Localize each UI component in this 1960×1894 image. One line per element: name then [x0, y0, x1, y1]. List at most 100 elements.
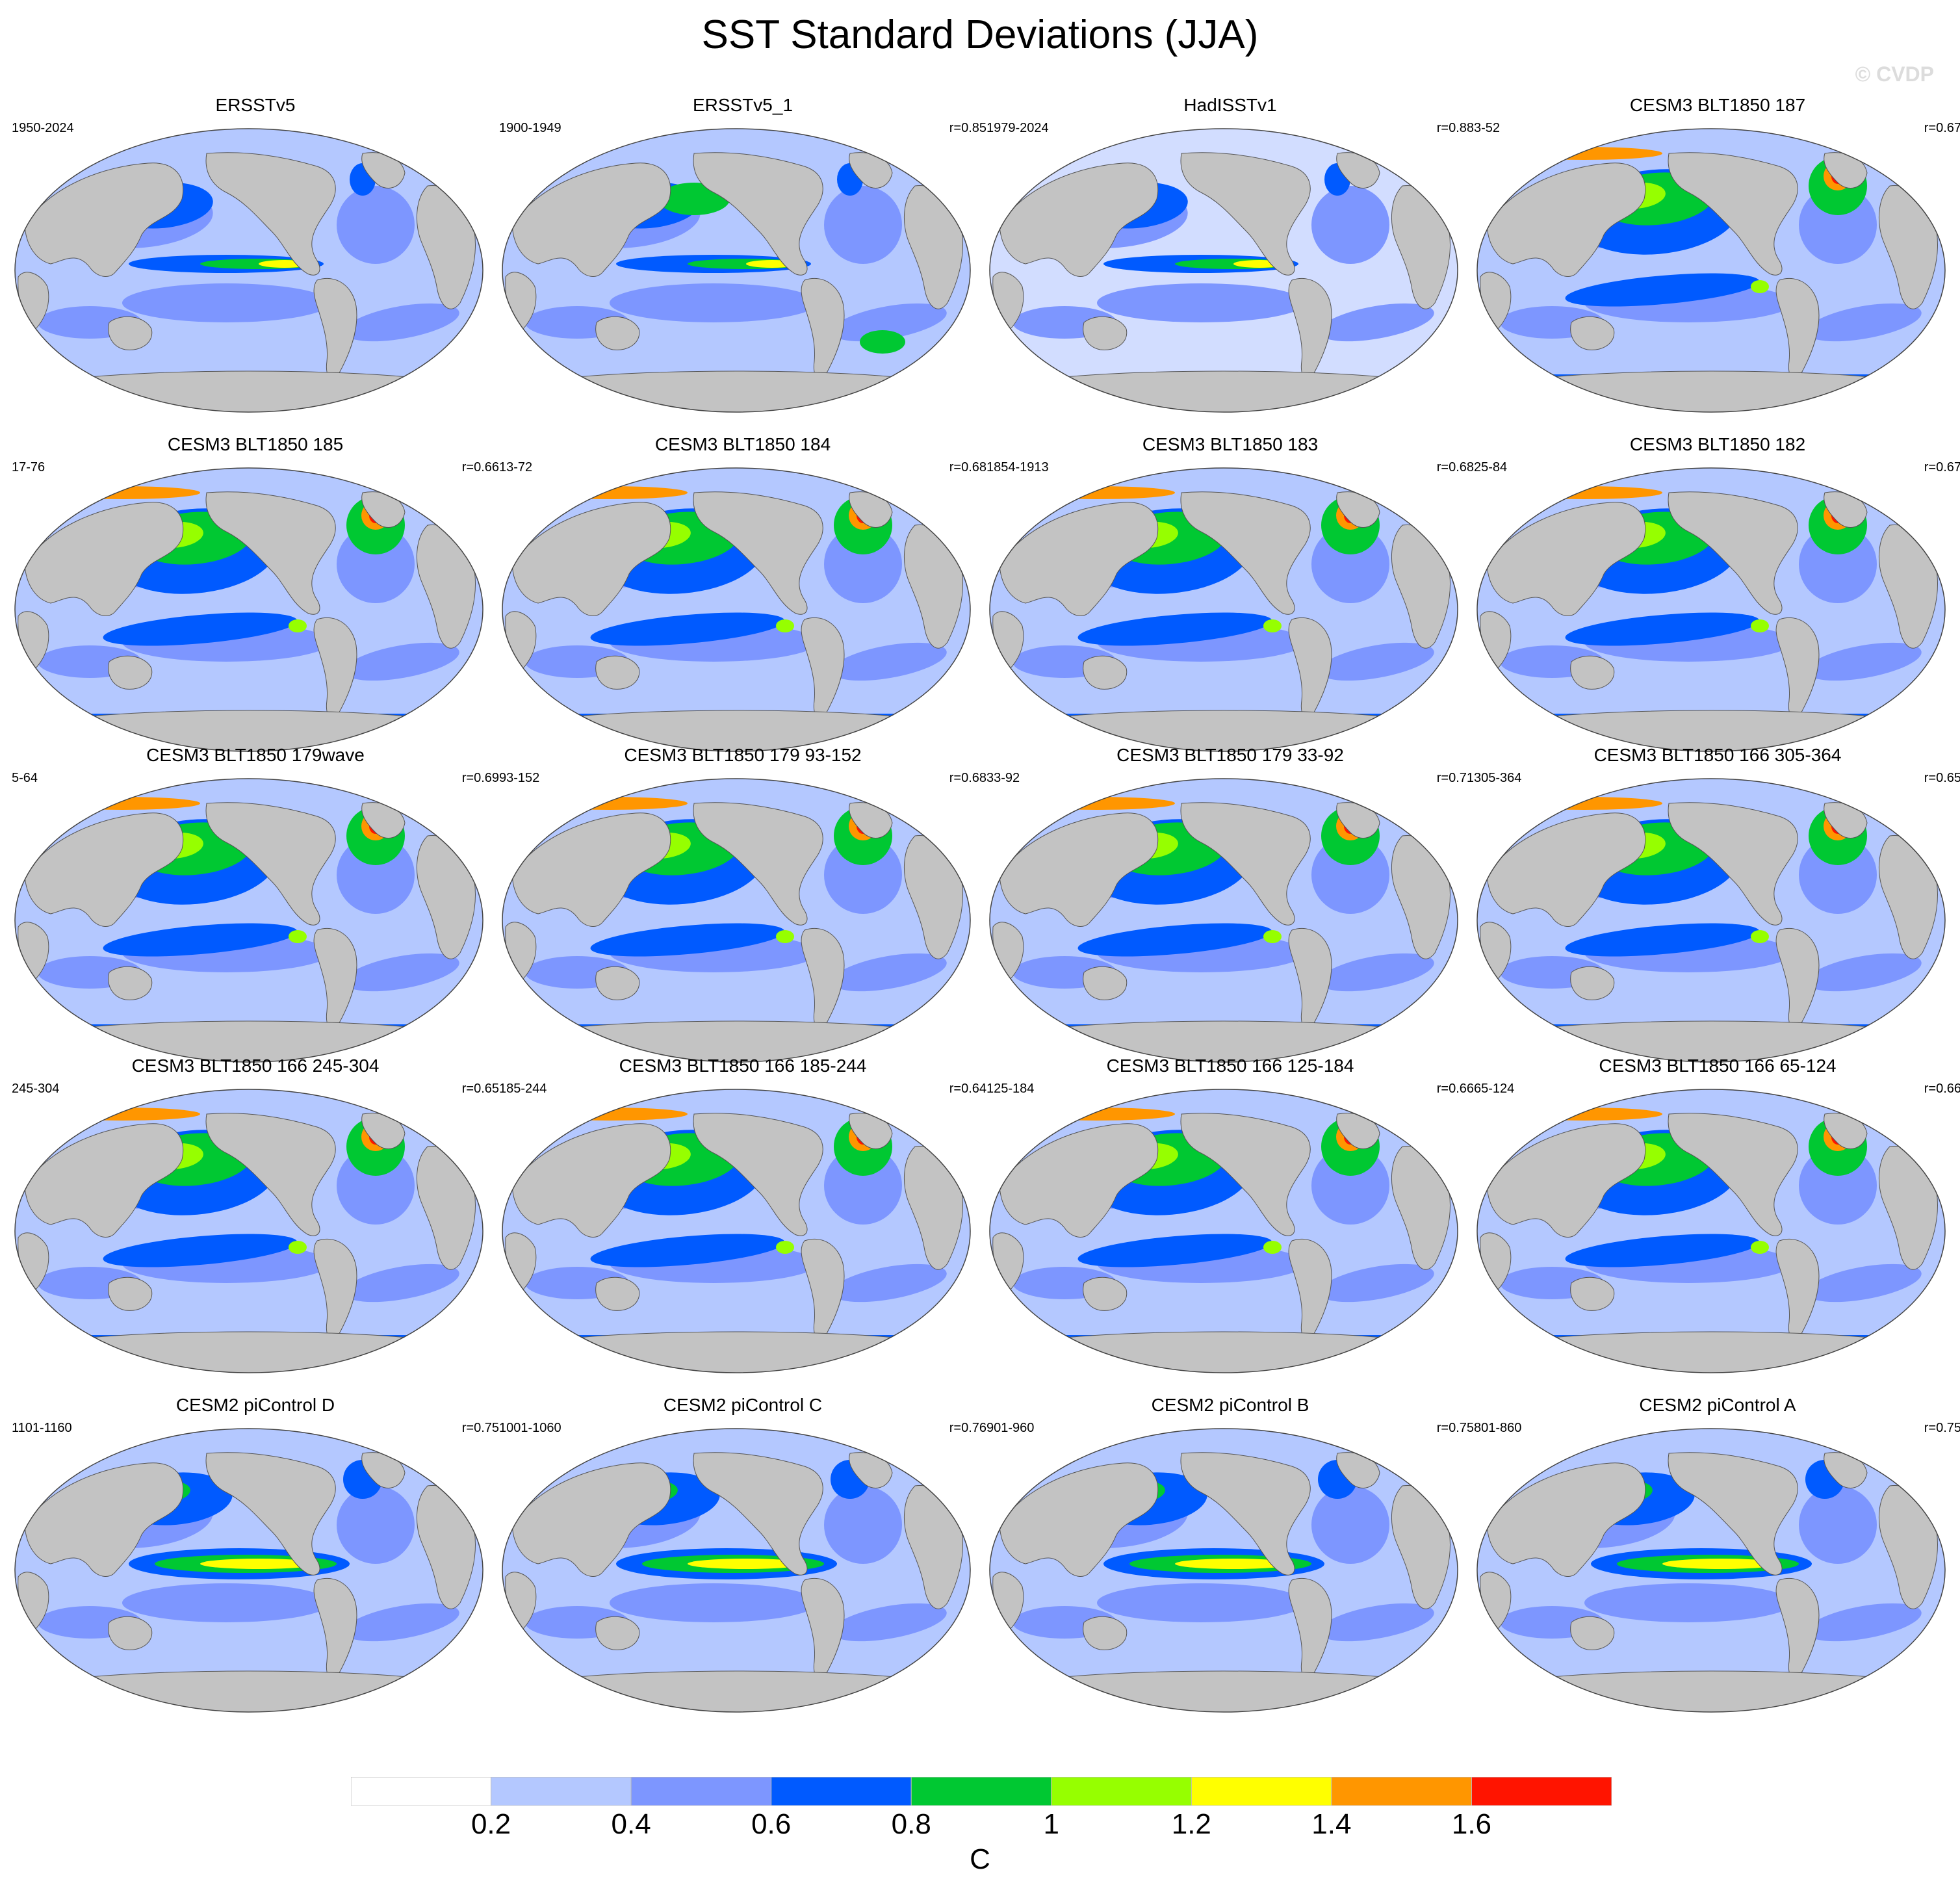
colorbar-tick-label: 0.8 — [891, 1808, 931, 1840]
world-map — [14, 778, 484, 1063]
panel-title: ERSSTv5_1 — [692, 95, 793, 115]
world-map — [502, 1089, 971, 1373]
map-panel: CESM2 piControl A 801-860 r=0.75 — [1474, 1395, 1960, 1713]
colorbar-swatch — [771, 1777, 912, 1806]
panel-correlation: r=0.64 — [949, 1082, 986, 1096]
panel-title: HadISSTv1 — [1183, 95, 1277, 115]
colorbar-tick-label: 0.2 — [471, 1808, 511, 1840]
panel-title: CESM3 BLT1850 166 185-244 — [619, 1056, 867, 1076]
colorbar — [351, 1777, 1612, 1806]
panel-years: 17-76 — [12, 460, 45, 474]
colorbar-swatch — [491, 1777, 632, 1806]
panel-correlation: r=0.68 — [949, 460, 986, 474]
panel-correlation: r=0.68 — [949, 771, 986, 785]
panel-title: CESM3 BLT1850 183 — [1142, 434, 1319, 454]
colorbar-swatch — [1471, 1777, 1612, 1806]
map-panel: CESM3 BLT1850 179 33-92 33-92 r=0.71 — [986, 745, 1474, 1063]
map-panel: ERSSTv5_1 1900-1949 r=0.85 — [499, 95, 986, 413]
colorbar-swatch — [1051, 1777, 1192, 1806]
panel-correlation: r=0.67 — [1924, 460, 1960, 474]
panel-years: 93-152 — [499, 771, 540, 785]
panel-correlation: r=0.85 — [949, 121, 986, 135]
world-map — [502, 1428, 971, 1713]
panel-title: CESM3 BLT1850 179 93-152 — [624, 745, 862, 765]
map-panel: CESM3 BLT1850 166 305-364 305-364 r=0.65 — [1474, 745, 1960, 1063]
panel-years: 1900-1949 — [499, 121, 561, 135]
panel-years: 185-244 — [499, 1082, 547, 1096]
map-panel: CESM2 piControl D 1101-1160 r=0.75 — [12, 1395, 499, 1713]
panel-years: 1950-2024 — [12, 121, 74, 135]
panel-correlation: r=0.65 — [1924, 771, 1960, 785]
panel-years: 245-304 — [12, 1082, 60, 1096]
panel-correlation: r=0.66 — [1924, 1082, 1960, 1096]
panel-correlation: r=0.68 — [1436, 460, 1474, 474]
colorbar-swatch — [630, 1777, 772, 1806]
panel-years: 901-960 — [986, 1421, 1035, 1435]
map-panel: CESM2 piControl C 1001-1060 r=0.76 — [499, 1395, 986, 1713]
panel-years: 5-64 — [12, 771, 38, 785]
watermark: © CVDP — [1855, 62, 1934, 86]
panel-title: CESM3 BLT1850 166 305-364 — [1593, 745, 1842, 765]
world-map — [989, 467, 1458, 752]
colorbar-tick-label: 1.6 — [1451, 1808, 1492, 1840]
panel-title: CESM3 BLT1850 166 65-124 — [1599, 1056, 1837, 1076]
colorbar-unit: C — [970, 1843, 990, 1875]
panel-correlation: r=0.75 — [1436, 1421, 1474, 1435]
world-map — [14, 128, 484, 413]
world-map — [1476, 467, 1946, 752]
map-panel: CESM2 piControl B 901-960 r=0.75 — [986, 1395, 1474, 1713]
world-map — [989, 1428, 1458, 1713]
panel-title: CESM2 piControl C — [663, 1395, 823, 1415]
colorbar-swatch — [910, 1777, 1052, 1806]
panel-title: CESM3 BLT1850 179wave — [146, 745, 365, 765]
panel-years: 3-52 — [1474, 121, 1501, 135]
world-map — [14, 1089, 484, 1373]
panel-title: CESM3 BLT1850 185 — [167, 434, 344, 454]
panel-correlation: r=0.66 — [461, 460, 499, 474]
panel-correlation: r=0.71 — [1436, 771, 1474, 785]
panel-correlation: r=0.67 — [1924, 121, 1960, 135]
colorbar-tick-label: 1.2 — [1171, 1808, 1211, 1840]
panel-title: CESM2 piControl B — [1151, 1395, 1309, 1415]
world-map — [989, 778, 1458, 1063]
world-map — [502, 467, 971, 752]
world-map — [502, 128, 971, 413]
map-panel: CESM3 BLT1850 179wave 5-64 r=0.69 — [12, 745, 499, 1063]
panel-correlation: r=0.75 — [461, 1421, 499, 1435]
map-panel: CESM3 BLT1850 185 17-76 r=0.66 — [12, 434, 499, 753]
map-panel: CESM3 BLT1850 166 185-244 185-244 r=0.64 — [499, 1056, 986, 1374]
map-panel: CESM3 BLT1850 184 13-72 r=0.68 — [499, 434, 986, 753]
map-panel: CESM3 BLT1850 187 3-52 r=0.67 — [1474, 95, 1960, 413]
map-panel: CESM3 BLT1850 182 25-84 r=0.67 — [1474, 434, 1960, 753]
world-map — [502, 778, 971, 1063]
panel-title: CESM3 BLT1850 166 125-184 — [1106, 1056, 1354, 1076]
colorbar-swatch — [1191, 1777, 1332, 1806]
figure-title: SST Standard Deviations (JJA) — [701, 12, 1259, 57]
colorbar-tick-label: 0.4 — [611, 1808, 651, 1840]
panel-correlation: r=0.65 — [461, 1082, 499, 1096]
panel-title: CESM3 BLT1850 187 — [1629, 95, 1806, 115]
map-panel: CESM3 BLT1850 183 1854-1913 r=0.68 — [986, 434, 1474, 753]
map-panel: CESM3 BLT1850 179 93-152 93-152 r=0.68 — [499, 745, 986, 1063]
panel-title: ERSSTv5 — [215, 95, 296, 115]
panel-years: 13-72 — [499, 460, 533, 474]
world-map — [989, 1089, 1458, 1373]
panel-correlation: r=0.69 — [461, 771, 499, 785]
world-map — [14, 467, 484, 752]
world-map — [14, 1428, 484, 1713]
map-panel: CESM3 BLT1850 166 125-184 125-184 r=0.66 — [986, 1056, 1474, 1374]
panel-years: 305-364 — [1474, 771, 1522, 785]
panel-correlation: r=0.88 — [1436, 121, 1474, 135]
panel-correlation: r=0.66 — [1436, 1082, 1474, 1096]
colorbar-tick-label: 0.6 — [751, 1808, 792, 1840]
panel-title: CESM3 BLT1850 184 — [654, 434, 831, 454]
colorbar-tick-label: 1 — [1043, 1808, 1059, 1840]
map-panel: HadISSTv1 1979-2024 r=0.88 — [986, 95, 1474, 413]
world-map — [1476, 1428, 1946, 1713]
colorbar-swatch — [1331, 1777, 1472, 1806]
panel-years: 1001-1060 — [499, 1421, 561, 1435]
map-panel: CESM3 BLT1850 166 65-124 65-124 r=0.66 — [1474, 1056, 1960, 1374]
panel-title: CESM2 piControl A — [1639, 1395, 1796, 1415]
panel-correlation: r=0.75 — [1924, 1421, 1960, 1435]
panel-years: 1979-2024 — [986, 121, 1049, 135]
